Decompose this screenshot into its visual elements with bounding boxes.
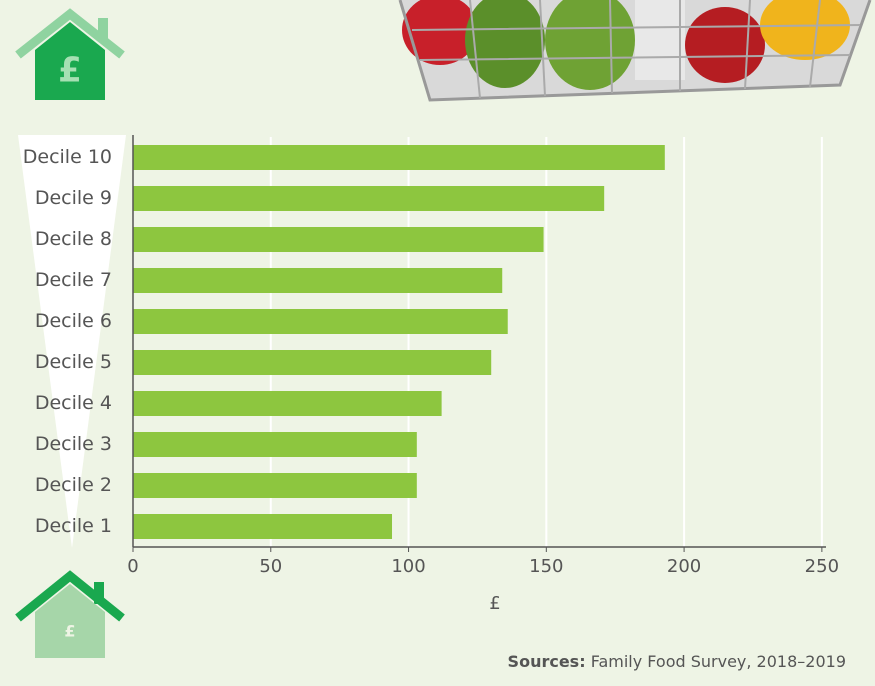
x-axis-label: £ (489, 593, 500, 614)
y-tick-label: Decile 9 (35, 187, 112, 209)
x-tick-label: 200 (667, 556, 701, 577)
bar (133, 391, 442, 416)
y-tick-label: Decile 4 (35, 392, 112, 414)
y-tick-label: Decile 5 (35, 351, 112, 373)
x-tick-label: 150 (529, 556, 563, 577)
bar (133, 350, 492, 375)
label-wedge (18, 135, 126, 548)
y-tick-label: Decile 1 (35, 515, 112, 537)
bar (133, 145, 665, 170)
house-icon-bottom: £ (15, 570, 125, 658)
bar (133, 473, 417, 498)
y-tick-label: Decile 7 (35, 269, 112, 291)
source-text: Family Food Survey, 2018–2019 (591, 652, 846, 671)
x-tick-label: 50 (259, 556, 282, 577)
y-tick-label: Decile 10 (23, 146, 112, 168)
x-tick-label: 0 (127, 556, 138, 577)
y-tick-label: Decile 2 (35, 474, 112, 496)
icon-symbol: £ (64, 622, 75, 641)
bar (133, 186, 605, 211)
y-tick-label: Decile 8 (35, 228, 112, 250)
source-label: Sources: (508, 652, 586, 671)
bar (133, 309, 508, 334)
bar (133, 268, 503, 293)
house-icon-top: £ (15, 8, 125, 100)
x-tick-label: 250 (805, 556, 839, 577)
bar (133, 514, 393, 539)
bar (133, 432, 417, 457)
y-tick-label: Decile 3 (35, 433, 112, 455)
icon-symbol: £ (58, 51, 82, 91)
source: Sources: Family Food Survey, 2018–2019 (508, 652, 846, 671)
bar (133, 227, 544, 252)
basket-image (398, 0, 872, 102)
x-tick-label: 100 (391, 556, 425, 577)
y-tick-label: Decile 6 (35, 310, 112, 332)
